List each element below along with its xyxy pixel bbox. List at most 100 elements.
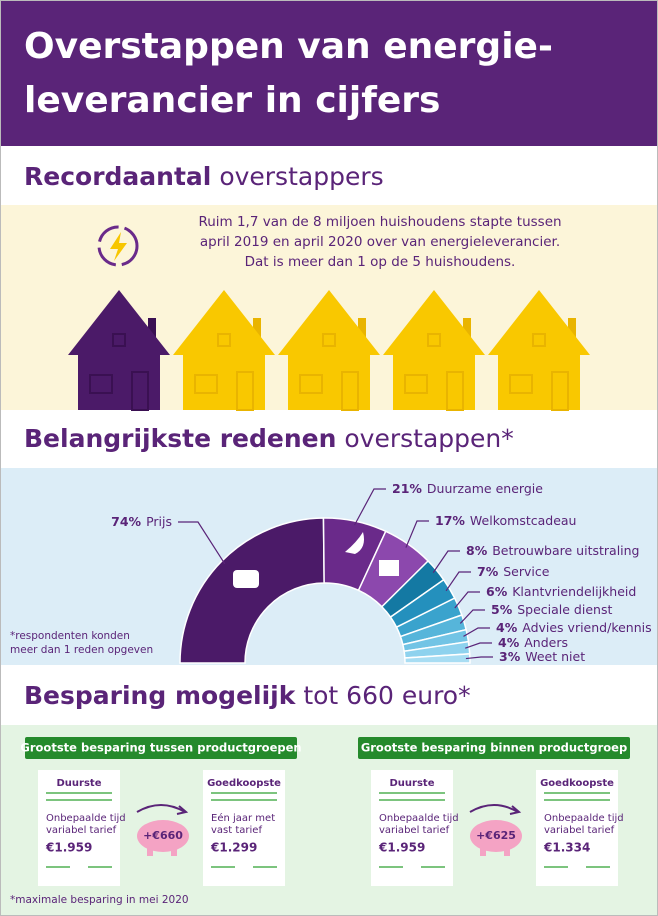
card-price: €1.959: [45, 841, 92, 855]
attic-window: [322, 333, 336, 347]
section-title: Besparing mogelijk tot 660 euro*: [24, 681, 471, 710]
card-rule: [421, 866, 445, 868]
card-rule: [544, 866, 568, 868]
value-label: 4%: [496, 620, 518, 635]
card-rule: [46, 792, 112, 794]
footnote: meer dan 1 reden opgeven: [10, 644, 153, 656]
intro-line: Dat is meer dan 1 op de 5 huishoudens.: [245, 254, 516, 270]
card-rule: [586, 866, 610, 868]
value-label: 3%: [499, 649, 521, 664]
segment-label: 7% Service: [477, 564, 550, 579]
section-title: Belangrijkste redenen overstappen*: [24, 424, 514, 453]
window: [89, 374, 113, 394]
segment-label: 74% Prijs: [111, 514, 172, 529]
category-label: Advies vriend/kennis: [522, 620, 651, 635]
roof: [383, 290, 485, 355]
roof: [173, 290, 275, 355]
card-desc: Onbepaalde tijd: [46, 813, 126, 824]
group-title: Grootste besparing binnen productgroep: [361, 741, 627, 755]
piggy-bank: [137, 820, 189, 852]
value-label: 5%: [491, 602, 513, 617]
card-rule: [379, 799, 445, 801]
door: [551, 371, 569, 411]
group-title: Grootste besparing tussen productgroepen: [20, 741, 301, 755]
segment-label: 4% Advies vriend/kennis: [496, 620, 652, 635]
card-rule: [544, 792, 610, 794]
piggy-leg: [504, 847, 510, 856]
card-rule: [253, 866, 277, 868]
segment-label: 17% Welkomstcadeau: [435, 513, 576, 528]
arrow-head: [509, 805, 522, 815]
card-rule: [46, 799, 112, 801]
header-band: [1, 1, 657, 146]
card-rule: [211, 792, 277, 794]
intro-line: Ruim 1,7 van de 8 miljoen huishoudens st…: [198, 214, 561, 230]
saving-amount: +€660: [143, 829, 183, 842]
houses: [68, 290, 590, 411]
leader-line: [463, 627, 490, 637]
section-title: Recordaantal overstappers: [24, 162, 384, 191]
card-desc: variabel tarief: [46, 825, 117, 836]
house-body: [393, 352, 475, 410]
piggy-bank: [470, 820, 522, 852]
window: [509, 374, 533, 394]
segment-label: 8% Betrouwbare uitstraling: [466, 543, 640, 558]
card-price: €1.334: [543, 841, 590, 855]
intro-line: april 2019 en april 2020 over van energi…: [200, 234, 560, 250]
segment-label: 3% Weet niet: [499, 649, 585, 664]
value-label: 4%: [498, 635, 520, 650]
attic-window: [532, 333, 546, 347]
attic-window: [427, 333, 441, 347]
category-label: Betrouwbare uitstraling: [492, 543, 639, 558]
footnote: *respondenten konden: [10, 630, 130, 642]
footnote: *maximale besparing in mei 2020: [10, 894, 189, 906]
house-body: [78, 352, 160, 410]
title-line: Overstappen van energie-: [24, 26, 553, 67]
card-rule: [211, 799, 277, 801]
value-label: 7%: [477, 564, 499, 579]
category-label: Service: [503, 564, 550, 579]
card-rule: [46, 866, 70, 868]
door: [446, 371, 464, 411]
window: [194, 374, 218, 394]
group-heading: [358, 737, 630, 759]
card-desc: Onbepaalde tijd: [544, 813, 624, 824]
value-label: 74%: [111, 514, 141, 529]
leader-line: [405, 520, 429, 548]
card-rule: [544, 799, 610, 801]
card-desc: Eén jaar met: [211, 812, 275, 824]
segment-label: 6% Klantvriendelijkheid: [486, 584, 636, 599]
card-label: Goedkoopste: [540, 778, 614, 789]
icon: [379, 560, 399, 576]
window: [404, 374, 428, 394]
door: [131, 371, 149, 411]
piggy-leg: [480, 847, 486, 856]
leader-line: [353, 488, 386, 526]
leader-line: [465, 642, 492, 649]
house-body: [183, 352, 265, 410]
arrow: [469, 804, 519, 813]
roof: [68, 290, 170, 355]
value-label: 17%: [435, 513, 465, 528]
value-label: 6%: [486, 584, 508, 599]
group-heading: [25, 737, 297, 759]
piggy-leg: [171, 847, 177, 856]
value-label: 8%: [466, 543, 488, 558]
donut-segment: [404, 653, 471, 664]
category-label: Prijs: [146, 514, 172, 529]
category-label: Klantvriendelijkheid: [512, 584, 636, 599]
title-line: leverancier in cijfers: [24, 80, 440, 121]
house-body: [498, 352, 580, 410]
card-rule: [379, 792, 445, 794]
card-price: €1.959: [378, 841, 425, 855]
arrow-head: [176, 805, 189, 815]
card-rule: [88, 866, 112, 868]
card-label: Goedkoopste: [207, 778, 281, 789]
arrow: [136, 804, 186, 813]
piggy-leg: [147, 847, 153, 856]
door: [341, 371, 359, 411]
donut-segment: [179, 517, 325, 664]
card-desc: variabel tarief: [544, 825, 615, 836]
roof: [278, 290, 380, 355]
